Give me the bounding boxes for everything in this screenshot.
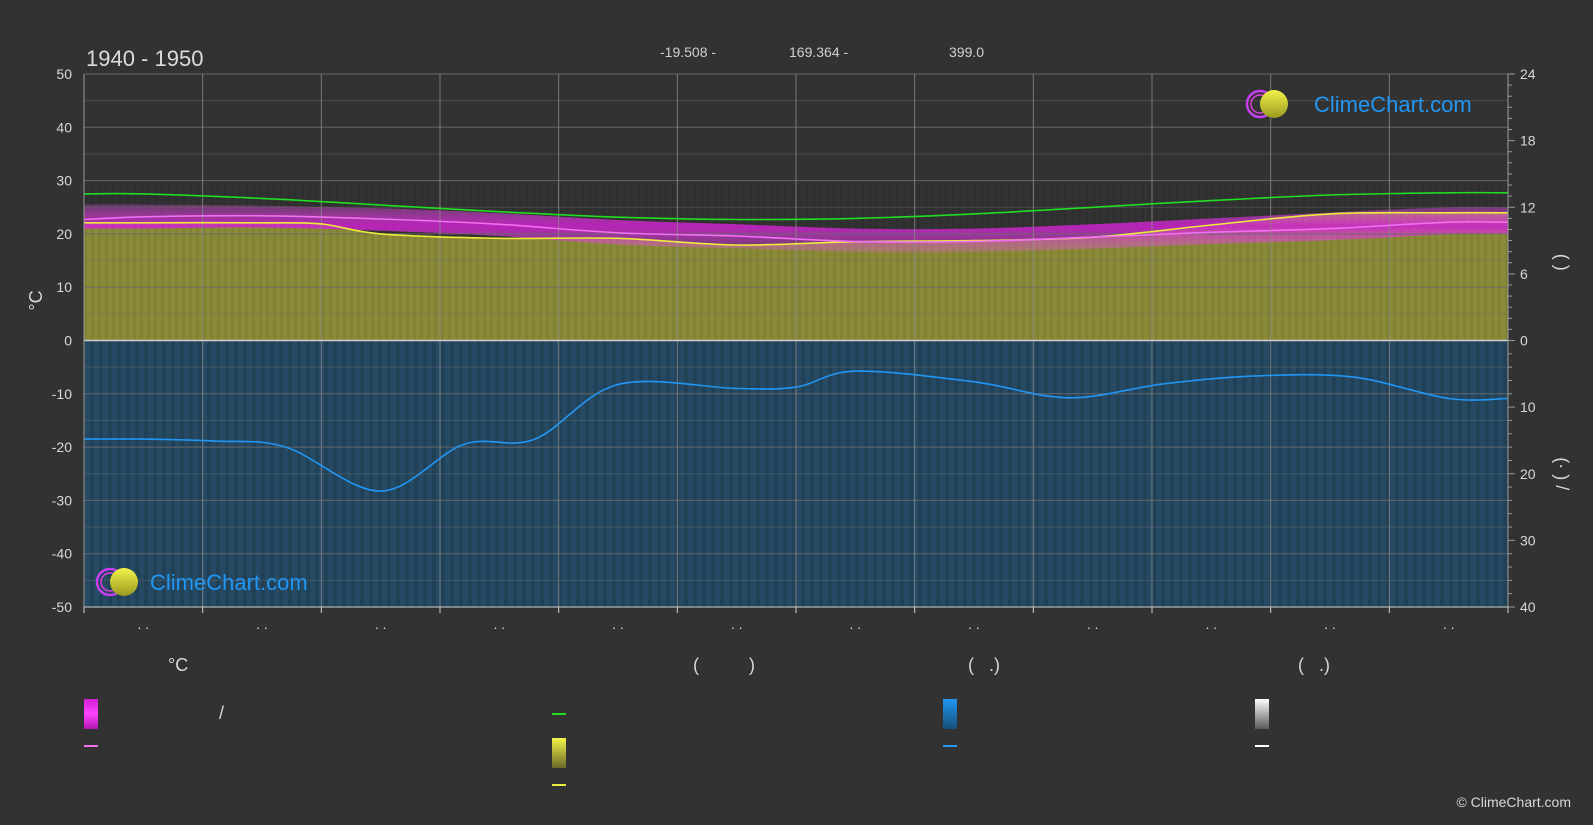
- x-tick-label: . .: [1324, 616, 1336, 632]
- legend-heading-rain: ( .): [968, 655, 1000, 675]
- legend-swatch-snow-line: [1255, 745, 1269, 747]
- y-left-tick-label: -50: [52, 599, 72, 615]
- daylight-line: [83, 191, 1509, 221]
- longitude-text: 169.364 -: [789, 44, 848, 60]
- y-left-tick-label: 10: [56, 279, 72, 295]
- sunshine-line: [84, 211, 1509, 246]
- logo-sun-icon: [1260, 90, 1288, 118]
- x-tick-label: . .: [849, 616, 861, 632]
- y-left-tick-label: -10: [52, 386, 72, 402]
- brand-logo-top[interactable]: ClimeChart.com: [1245, 89, 1472, 119]
- period-title: 1940 - 1950: [86, 46, 203, 71]
- x-tick-label: . .: [1443, 616, 1455, 632]
- y-right-bottom-tick-label: 10: [1520, 399, 1536, 415]
- legend-heading-sunshine: ( ): [693, 655, 755, 675]
- elevation-text: 399.0: [949, 44, 984, 60]
- avg-temperature-line: [83, 214, 1509, 243]
- y-left-tick-label: 20: [56, 226, 72, 242]
- y-right-top-tick-label: 18: [1520, 133, 1536, 149]
- legend-swatch-daylight: [552, 713, 566, 715]
- legend-swatch-temp-range: [84, 699, 98, 729]
- x-tick-label: . .: [1087, 616, 1099, 632]
- chart-lines: [83, 191, 1509, 492]
- y-left-tick-label: 50: [56, 66, 72, 82]
- precipitation-line: [83, 370, 1509, 492]
- axes: 50 40 30 20 10 0 -10 -20 -30 -40 -50 24 18 12 6 0 10 20 30…: [26, 66, 1572, 632]
- legend-swatch-sunshine-area: [552, 738, 566, 768]
- latitude-text: -19.508 -: [660, 44, 716, 60]
- brand-logo-bottom[interactable]: ClimeChart.com: [95, 567, 308, 597]
- y-right-bottom-tick-label: 20: [1520, 466, 1536, 482]
- brand-name-bottom: ClimeChart.com: [150, 570, 308, 595]
- legend-swatch-sunshine-line: [552, 784, 566, 786]
- x-tick-label: . .: [493, 616, 505, 632]
- legend-swatch-rain-line: [943, 745, 957, 747]
- y-right-top-tick-label: 24: [1520, 66, 1536, 82]
- y-right-top-tick-label: 6: [1520, 266, 1528, 282]
- y-left-tick-label: -30: [52, 492, 72, 508]
- legend: °C / ( ) ( .): [0, 655, 1593, 805]
- legend-label-temp-range: /: [219, 703, 225, 723]
- copyright: © ClimeChart.com: [1456, 794, 1571, 810]
- logo-sun-icon: [110, 568, 138, 596]
- x-tick-label: . .: [137, 616, 149, 632]
- y-right-bottom-tick-label: 30: [1520, 532, 1536, 548]
- y-right-bottom-tick-label: 40: [1520, 599, 1536, 615]
- y-left-tick-label: -40: [52, 546, 72, 562]
- y-left-tick-label: 30: [56, 173, 72, 189]
- y-left-tick-label: -20: [52, 439, 72, 455]
- legend-swatch-avg-temp: [84, 745, 98, 747]
- y-right-top-axis-title: ( ): [1552, 254, 1572, 271]
- x-tick-label: . .: [731, 616, 743, 632]
- y-left-tick-label: 0: [64, 333, 72, 349]
- brand-name-top: ClimeChart.com: [1314, 92, 1472, 117]
- x-tick-label: . .: [256, 616, 268, 632]
- legend-heading-temperature: °C: [168, 655, 189, 675]
- legend-swatch-snow-area: [1255, 699, 1269, 729]
- x-tick-label: . .: [612, 616, 624, 632]
- y-right-bottom-axis-title: (· ) /: [1552, 457, 1572, 490]
- x-tick-label: . .: [1205, 616, 1217, 632]
- y-right-top-tick-label: 0: [1520, 333, 1528, 349]
- x-tick-label: . .: [968, 616, 980, 632]
- y-left-tick-label: 40: [56, 119, 72, 135]
- x-tick-label: . .: [375, 616, 387, 632]
- legend-swatch-rain-area: [943, 699, 957, 729]
- y-right-top-tick-label: 12: [1520, 199, 1536, 215]
- legend-heading-snow: ( .): [1298, 655, 1330, 675]
- y-left-axis-title: °C: [26, 290, 46, 310]
